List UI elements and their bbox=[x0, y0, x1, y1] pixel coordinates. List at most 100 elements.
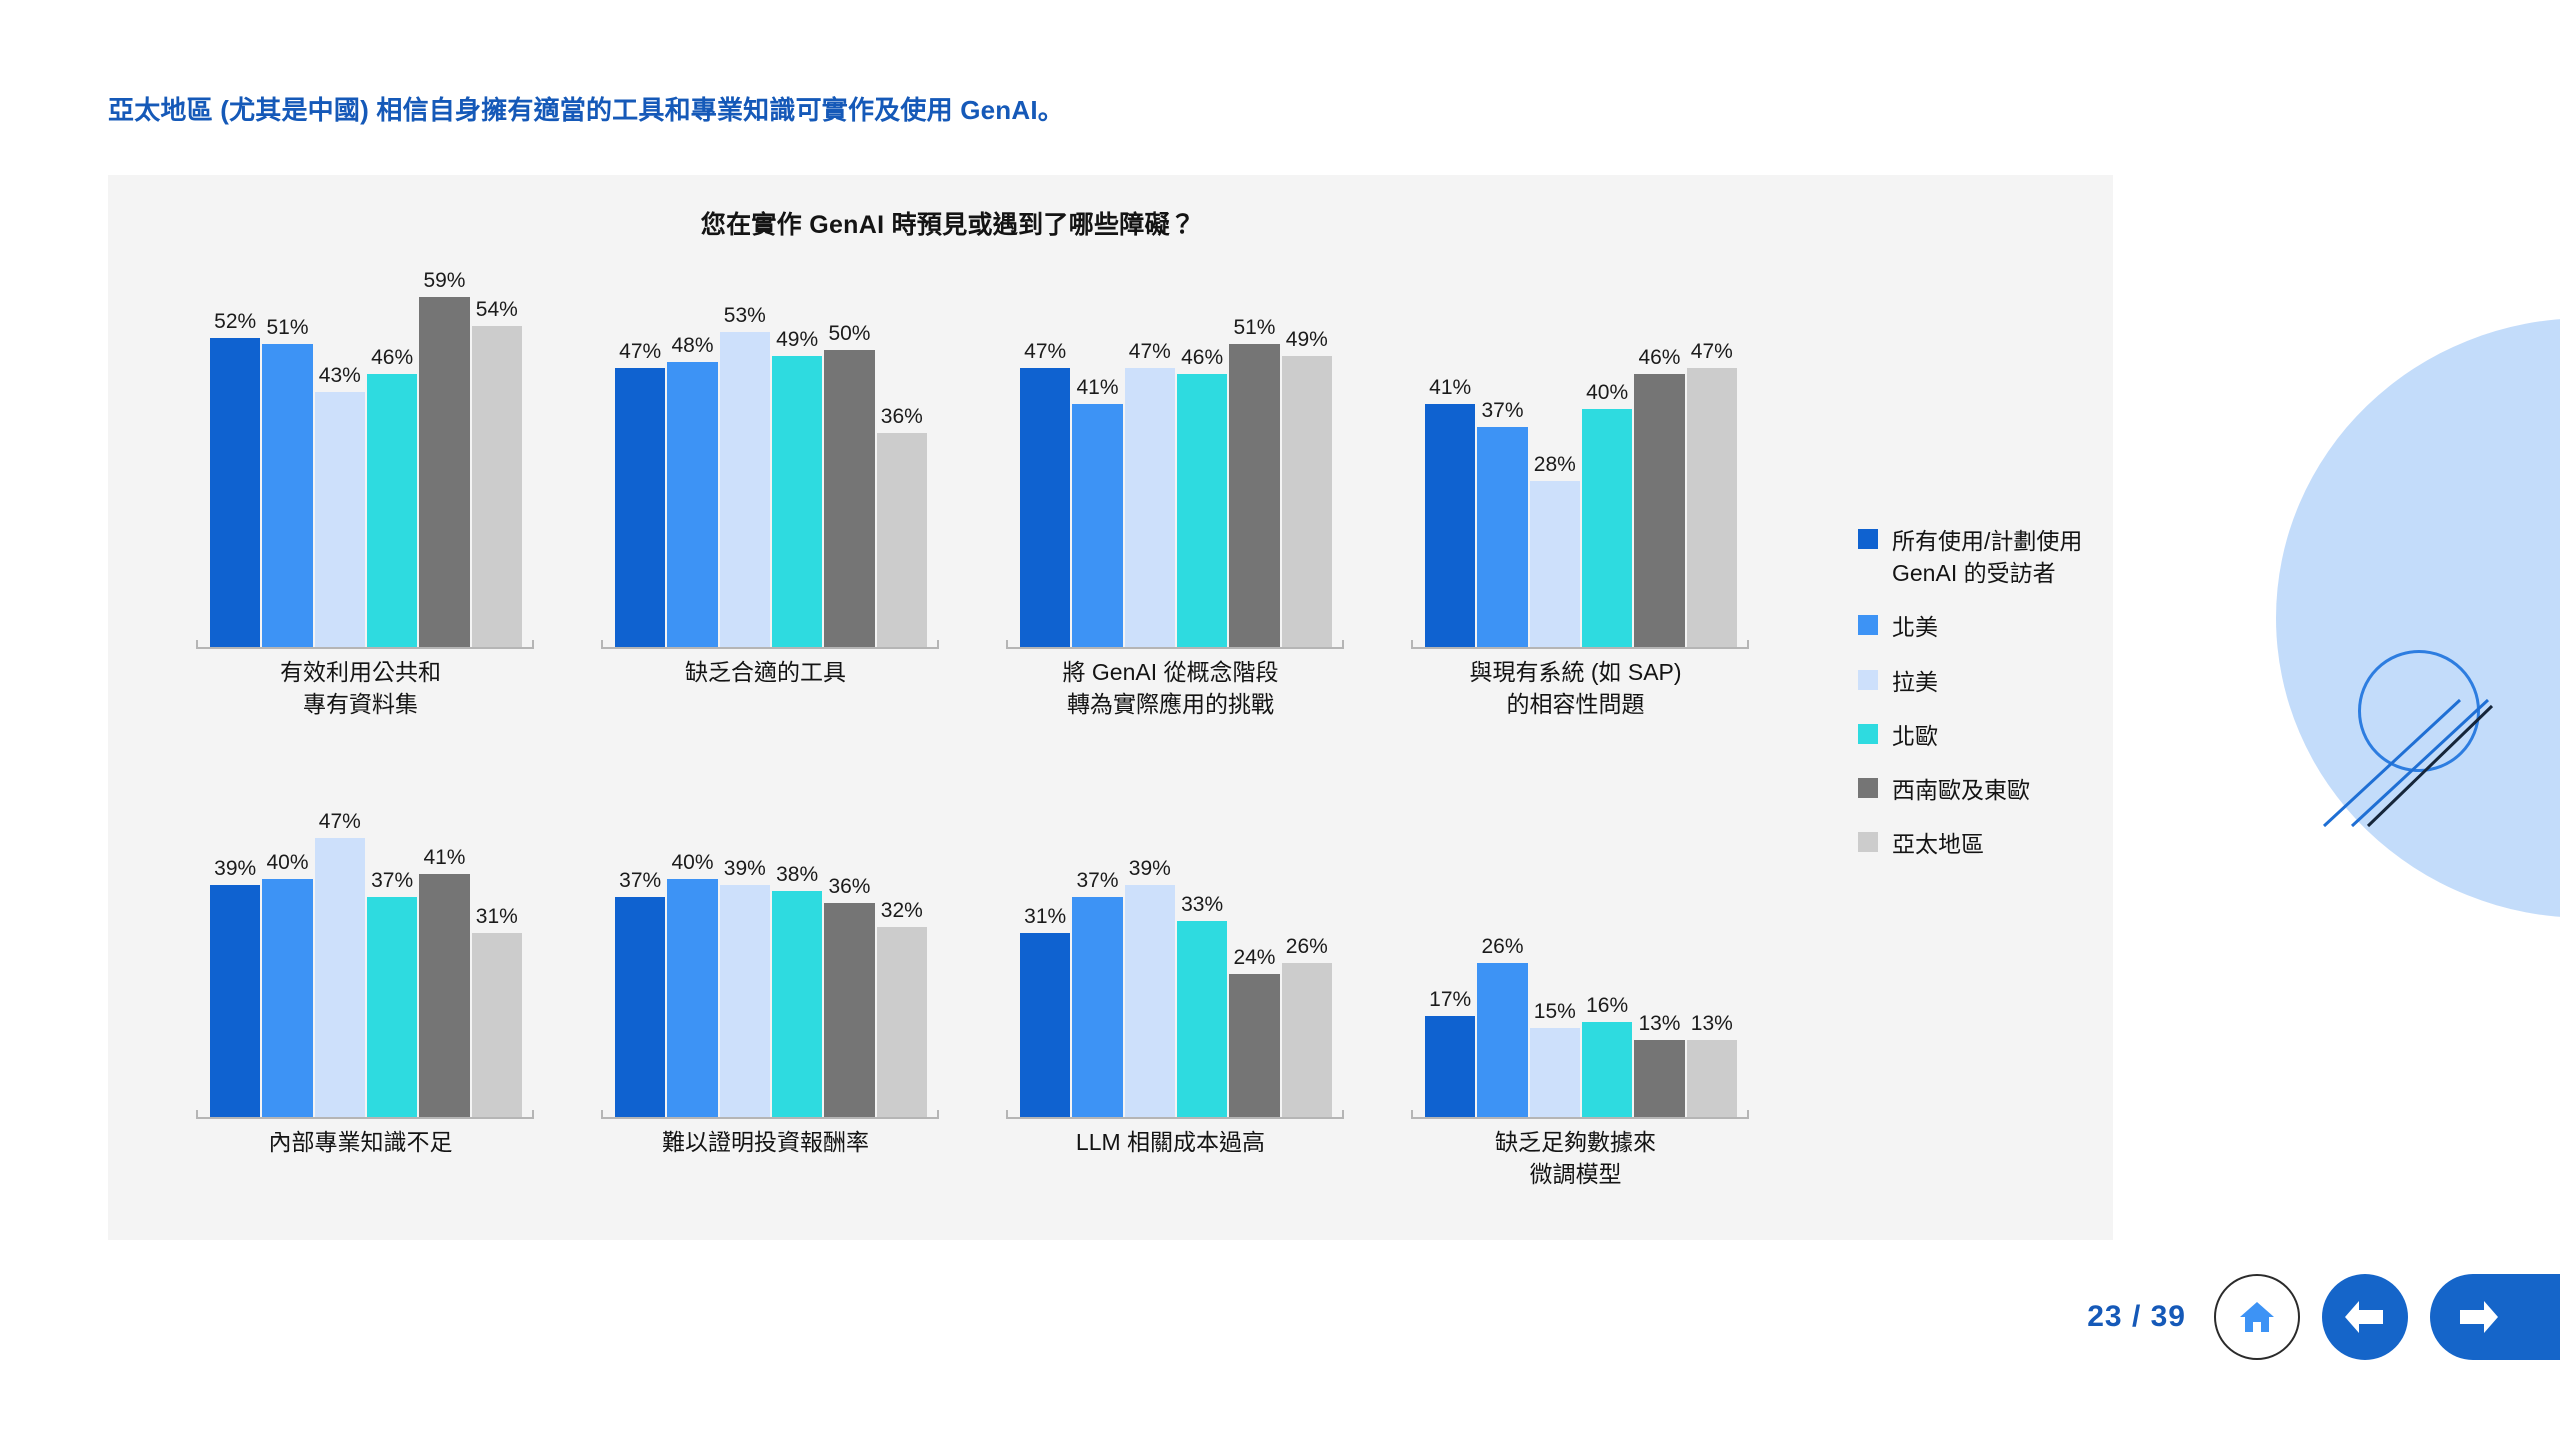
bar-cluster: 41% 37% 28% 40% 46% 47% bbox=[1425, 263, 1737, 647]
bar-item[interactable]: 51% bbox=[262, 263, 313, 647]
arrow-right-icon bbox=[2460, 1301, 2498, 1333]
bar-rect bbox=[1124, 368, 1175, 647]
bar-rect bbox=[1176, 374, 1228, 647]
bar-value-label: 13% bbox=[1638, 1012, 1681, 1035]
bar-item[interactable]: 39% bbox=[1124, 733, 1175, 1117]
bar-item[interactable]: 59% bbox=[419, 263, 470, 647]
home-icon bbox=[2240, 1302, 2274, 1332]
bar-rect bbox=[1229, 344, 1280, 647]
home-button[interactable] bbox=[2214, 1274, 2300, 1360]
category-label: 與現有系統 (如 SAP) 的相容性問題 bbox=[1469, 659, 1682, 717]
bar-item[interactable]: 26% bbox=[1281, 733, 1332, 1117]
bar-item[interactable]: 33% bbox=[1176, 733, 1228, 1117]
bar-item[interactable]: 36% bbox=[824, 733, 875, 1117]
legend-item[interactable]: 拉美 bbox=[1858, 666, 2158, 698]
bar-rect bbox=[1124, 885, 1175, 1117]
bar-item[interactable]: 24% bbox=[1229, 733, 1280, 1117]
bar-item[interactable]: 39% bbox=[210, 733, 261, 1117]
bar-value-label: 59% bbox=[423, 269, 466, 292]
bar-item[interactable]: 54% bbox=[471, 263, 522, 647]
bar-item[interactable]: 49% bbox=[771, 263, 823, 647]
bar-rect bbox=[1477, 963, 1528, 1117]
bar-item[interactable]: 41% bbox=[1072, 263, 1123, 647]
bar-item[interactable]: 46% bbox=[1634, 263, 1685, 647]
legend-label: 西南歐及東歐 bbox=[1892, 776, 2030, 803]
category-axis-line bbox=[196, 640, 534, 649]
bar-item[interactable]: 31% bbox=[471, 733, 522, 1117]
bar-item[interactable]: 53% bbox=[719, 263, 770, 647]
bar-item[interactable]: 17% bbox=[1425, 733, 1476, 1117]
bar-item[interactable]: 50% bbox=[824, 263, 875, 647]
bar-item[interactable]: 47% bbox=[1020, 263, 1071, 647]
previous-slide-button[interactable] bbox=[2322, 1274, 2408, 1360]
bar-value-label: 41% bbox=[1429, 376, 1472, 399]
bar-item[interactable]: 46% bbox=[366, 263, 418, 647]
bar-item[interactable]: 47% bbox=[1686, 263, 1737, 647]
bar-item[interactable]: 47% bbox=[1124, 263, 1175, 647]
bar-rect bbox=[366, 374, 418, 647]
bar-value-label: 38% bbox=[776, 863, 819, 886]
chart-category-group: 17% 26% 15% 16% 13% 13% 缺乏足夠數據來 微調模型 bbox=[1373, 733, 1778, 1187]
bar-value-label: 13% bbox=[1690, 1012, 1733, 1035]
bar-rect bbox=[771, 891, 823, 1117]
bar-value-label: 37% bbox=[371, 869, 414, 892]
bar-item[interactable]: 39% bbox=[719, 733, 770, 1117]
bar-item[interactable]: 48% bbox=[667, 263, 718, 647]
category-label: 有效利用公共和 專有資料集 bbox=[280, 659, 441, 717]
bar-rect bbox=[1686, 368, 1737, 647]
bar-rect bbox=[314, 392, 365, 647]
chart-title: 您在實作 GenAI 時預見或遇到了哪些障礙？ bbox=[700, 211, 1196, 239]
legend-item[interactable]: 北美 bbox=[1858, 611, 2158, 643]
bar-item[interactable]: 16% bbox=[1581, 733, 1633, 1117]
bar-item[interactable]: 38% bbox=[771, 733, 823, 1117]
chart-row: 52% 51% 43% 46% 59% 54% 有效利用公共和 專有資料集 47% 48% 53% 4… bbox=[158, 263, 1778, 733]
bar-item[interactable]: 28% bbox=[1529, 263, 1580, 647]
bar-item[interactable]: 37% bbox=[1072, 733, 1123, 1117]
legend-color-swatch bbox=[1858, 615, 1878, 636]
bar-item[interactable]: 40% bbox=[1581, 263, 1633, 647]
bar-item[interactable]: 47% bbox=[314, 733, 365, 1117]
bar-item[interactable]: 49% bbox=[1281, 263, 1332, 647]
bar-item[interactable]: 40% bbox=[667, 733, 718, 1117]
bar-item[interactable]: 41% bbox=[1425, 263, 1476, 647]
bar-item[interactable]: 37% bbox=[366, 733, 418, 1117]
bar-item[interactable]: 13% bbox=[1686, 733, 1737, 1117]
category-label: 難以證明投資報酬率 bbox=[662, 1129, 869, 1155]
bar-item[interactable]: 43% bbox=[314, 263, 365, 647]
bar-cluster: 31% 37% 39% 33% 24% 26% bbox=[1020, 733, 1332, 1117]
bar-cluster: 47% 48% 53% 49% 50% 36% bbox=[615, 263, 927, 647]
bar-item[interactable]: 31% bbox=[1020, 733, 1071, 1117]
bar-item[interactable]: 51% bbox=[1229, 263, 1280, 647]
bar-item[interactable]: 15% bbox=[1529, 733, 1580, 1117]
bar-value-label: 39% bbox=[1128, 857, 1171, 880]
bar-rect bbox=[824, 903, 875, 1117]
bar-rect bbox=[419, 297, 470, 647]
bar-value-label: 31% bbox=[1024, 905, 1067, 928]
bar-item[interactable]: 40% bbox=[262, 733, 313, 1117]
next-slide-button[interactable] bbox=[2430, 1274, 2560, 1360]
bar-rect bbox=[719, 332, 770, 647]
legend-item[interactable]: 西南歐及東歐 bbox=[1858, 774, 2158, 806]
bar-value-label: 46% bbox=[1181, 346, 1224, 369]
bar-item[interactable]: 26% bbox=[1477, 733, 1528, 1117]
bar-value-label: 48% bbox=[671, 334, 714, 357]
legend-item[interactable]: 北歐 bbox=[1858, 720, 2158, 752]
bar-item[interactable]: 32% bbox=[876, 733, 927, 1117]
bar-rect bbox=[1477, 427, 1528, 647]
bar-value-label: 50% bbox=[828, 322, 871, 345]
bar-item[interactable]: 36% bbox=[876, 263, 927, 647]
bar-item[interactable]: 46% bbox=[1176, 263, 1228, 647]
bar-rect bbox=[471, 933, 522, 1117]
bar-item[interactable]: 41% bbox=[419, 733, 470, 1117]
bar-item[interactable]: 37% bbox=[1477, 263, 1528, 647]
bar-item[interactable]: 37% bbox=[615, 733, 666, 1117]
bar-rect bbox=[471, 326, 522, 647]
bar-item[interactable]: 13% bbox=[1634, 733, 1685, 1117]
bar-item[interactable]: 47% bbox=[615, 263, 666, 647]
legend-item[interactable]: 所有使用/計劃使用 GenAI 的受訪者 bbox=[1858, 525, 2158, 589]
bar-value-label: 36% bbox=[880, 405, 923, 428]
bar-item[interactable]: 52% bbox=[210, 263, 261, 647]
bar-rect bbox=[667, 362, 718, 647]
chart-panel: 您在實作 GenAI 時預見或遇到了哪些障礙？ 52% 51% 43% 46% 59% 5… bbox=[108, 175, 2113, 1240]
legend-item[interactable]: 亞太地區 bbox=[1858, 828, 2158, 860]
